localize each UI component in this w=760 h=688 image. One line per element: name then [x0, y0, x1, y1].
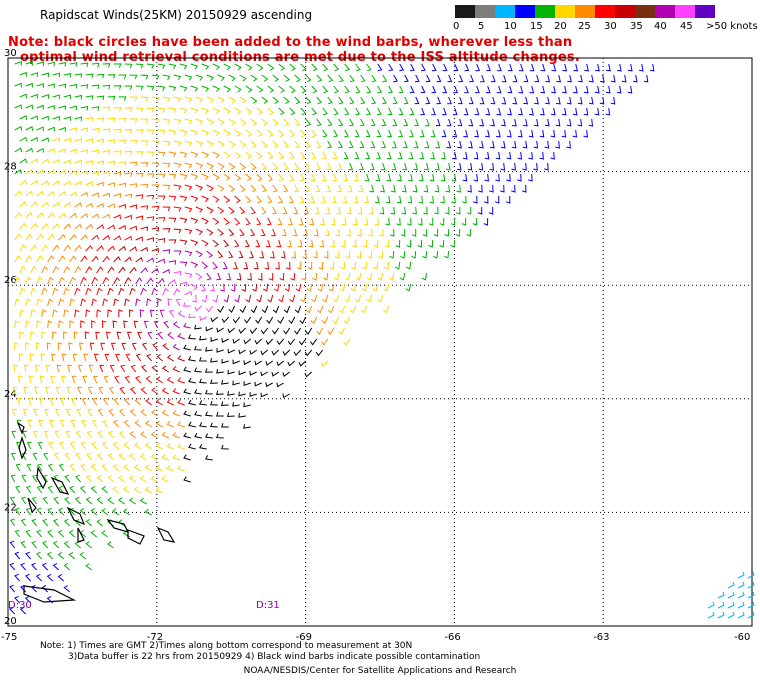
legend-swatch — [615, 5, 635, 18]
legend-label: >50 knots — [706, 21, 758, 32]
legend-swatch — [555, 5, 575, 18]
legend-swatch — [515, 5, 535, 18]
map-title: Rapidscat Winds(25KM) 20150929 ascending — [40, 8, 313, 22]
color-legend — [455, 5, 715, 18]
legend-swatch — [535, 5, 555, 18]
legend-label: 15 — [530, 21, 543, 32]
legend-swatch — [575, 5, 595, 18]
legend-swatch — [475, 5, 495, 18]
lat-label: 20 — [4, 616, 17, 627]
legend-label: 10 — [504, 21, 517, 32]
lon-label: -69 — [296, 632, 312, 643]
lon-label: -72 — [147, 632, 163, 643]
coastline — [16, 421, 176, 603]
lat-label: 22 — [4, 502, 17, 513]
day-label-31: D:31 — [256, 600, 280, 611]
legend-label: 20 — [554, 21, 567, 32]
lon-label: -66 — [444, 632, 460, 643]
day-label-30: D:30 — [8, 600, 32, 611]
wind-barb-map: 30 28 26 24 22 20 -75 -72 -69 -66 -63 -60 — [1, 48, 755, 643]
map-border — [7, 57, 753, 627]
legend-swatch — [495, 5, 515, 18]
footer-credit: NOAA/NESDIS/Center for Satellite Applica… — [243, 666, 517, 676]
legend-label: 5 — [478, 21, 485, 32]
lat-label: 24 — [4, 389, 17, 400]
legend-label: 35 — [630, 21, 643, 32]
legend-swatch — [655, 5, 675, 18]
legend-swatch — [675, 5, 695, 18]
wind-barbs — [9, 60, 755, 619]
note-line-1: Note: black circles have been added to t… — [8, 35, 573, 50]
legend-label: 25 — [578, 21, 591, 32]
legend-swatch — [455, 5, 475, 18]
legend-label: 45 — [680, 21, 693, 32]
legend-label: 40 — [654, 21, 667, 32]
lat-label: 28 — [4, 162, 17, 173]
legend-swatch — [595, 5, 615, 18]
lat-label: 30 — [4, 48, 17, 59]
lon-label: -75 — [1, 632, 17, 643]
footer-note-2: 3)Data buffer is 22 hrs from 20150929 4)… — [68, 652, 481, 662]
footer-note-1: Note: 1) Times are GMT 2)Times along bot… — [40, 641, 413, 651]
color-legend-labels: 0 5 10 15 20 25 30 35 40 45 >50 knots — [448, 21, 760, 35]
legend-swatch — [695, 5, 715, 18]
legend-swatch — [635, 5, 655, 18]
lon-label: -60 — [734, 632, 750, 643]
legend-label: 0 — [453, 21, 460, 32]
legend-label: 30 — [604, 21, 617, 32]
lat-label: 26 — [4, 275, 17, 286]
lon-label: -63 — [593, 632, 609, 643]
